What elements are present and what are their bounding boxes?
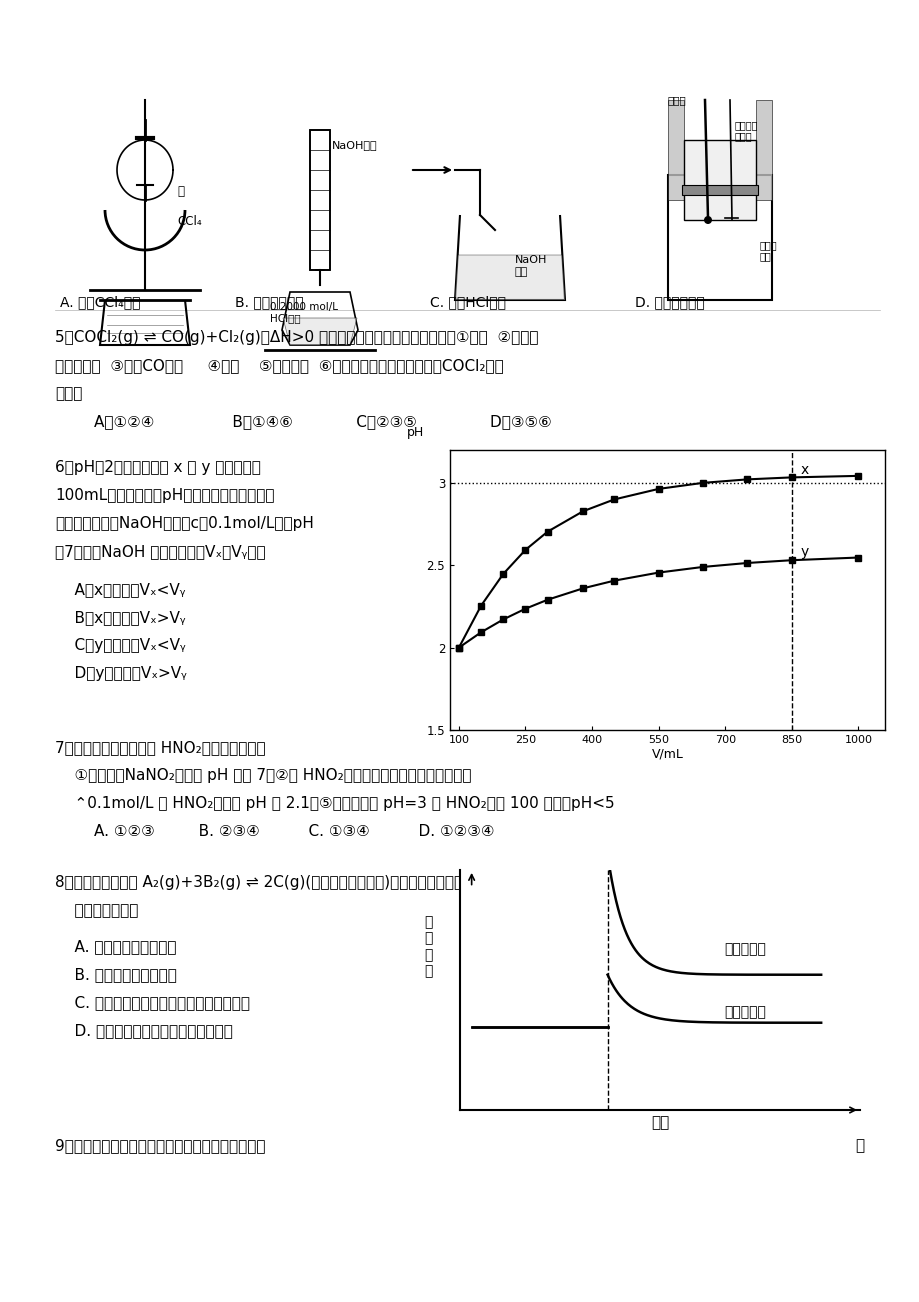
Text: 100mL，稀释过程中pH与溶液体积的关系如图: 100mL，稀释过程中pH与溶液体积的关系如图 <box>55 488 274 503</box>
Y-axis label: pH: pH <box>406 426 424 439</box>
Text: ⌃0.1mol/L 的 HNO₂溶液的 pH 为 2.1；⑤常温下，将 pH=3 的 HNO₂稀释 100 倍后，pH<5: ⌃0.1mol/L 的 HNO₂溶液的 pH 为 2.1；⑤常温下，将 pH=3… <box>55 796 614 811</box>
Text: A、x为弱酸，Vₓ<Vᵧ: A、x为弱酸，Vₓ<Vᵧ <box>55 582 186 598</box>
Bar <box>667 100 683 201</box>
Text: 5．COCl₂(g) ⇌ CO(g)+Cl₂(g)；ΔH>0 。当反应达到平衡时，下列措施：①升温  ②恒容通: 5．COCl₂(g) ⇌ CO(g)+Cl₂(g)；ΔH>0 。当反应达到平衡时… <box>55 329 538 345</box>
Text: x: x <box>800 464 808 478</box>
Text: 0.2000 mol/L
HCl溶液: 0.2000 mol/L HCl溶液 <box>269 302 337 324</box>
Text: 入惰性气体  ③增加CO浓度     ④减压    ⑤加催化剂  ⑥恒压通入惰性气体，能提高COCl₂转化: 入惰性气体 ③增加CO浓度 ④减压 ⑤加催化剂 ⑥恒压通入惰性气体，能提高COC… <box>55 358 504 372</box>
Text: D. 中和热的测定: D. 中和热的测定 <box>634 296 704 309</box>
Text: CCl₄: CCl₄ <box>176 215 201 228</box>
Text: A. 升高温度，同时加压: A. 升高温度，同时加压 <box>55 939 176 954</box>
Text: 8．右图是关于反应 A₂(g)+3B₂(g) ⇌ 2C(g)(正反应为放热反应)的平衡移动图象，影响平衡移: 8．右图是关于反应 A₂(g)+3B₂(g) ⇌ 2C(g)(正反应为放热反应)… <box>55 875 508 891</box>
Circle shape <box>703 216 711 224</box>
Text: ＝7，消耗NaOH 溶液的体积为Vₓ、Vᵧ，则: ＝7，消耗NaOH 溶液的体积为Vₓ、Vᵧ，则 <box>55 544 266 559</box>
Text: C、y为弱酸，Vₓ<Vᵧ: C、y为弱酸，Vₓ<Vᵧ <box>55 638 186 654</box>
Text: 水: 水 <box>176 185 184 198</box>
Bar <box>755 100 771 201</box>
Text: 率的是: 率的是 <box>55 385 83 401</box>
Text: 6．pH＝2的两种一元酸 x 和 y ，体积均为: 6．pH＝2的两种一元酸 x 和 y ，体积均为 <box>55 460 261 475</box>
Text: y: y <box>800 546 808 559</box>
Text: D、y为强酸，Vₓ>Vᵧ: D、y为强酸，Vₓ>Vᵧ <box>55 667 187 681</box>
Text: A、①②④                B、①④⑥             C、②③⑤               D、③⑤⑥: A、①②④ B、①④⑥ C、②③⑤ D、③⑤⑥ <box>55 414 551 428</box>
Text: C. 增大反应物浓度，同时减小生成物浓度: C. 增大反应物浓度，同时减小生成物浓度 <box>55 995 250 1010</box>
Y-axis label: 反
应
速
率: 反 应 速 率 <box>424 915 432 978</box>
Text: B. 酸碱中和滴定: B. 酸碱中和滴定 <box>234 296 303 309</box>
Text: 9．在给定的四种溶液中，加入以下各种离子，各离: 9．在给定的四种溶液中，加入以下各种离子，各离 <box>55 1138 266 1154</box>
Text: 温度计: 温度计 <box>667 95 686 105</box>
Polygon shape <box>455 255 564 299</box>
Text: NaOH
溶液: NaOH 溶液 <box>515 255 547 276</box>
Bar <box>683 141 755 220</box>
Polygon shape <box>283 318 357 345</box>
Bar <box>667 174 771 299</box>
Text: ①常温下，NaNO₂溶液的 pH 大于 7；②用 HNO₂溶液做导电性实验，灯泡很暗；: ①常温下，NaNO₂溶液的 pH 大于 7；②用 HNO₂溶液做导电性实验，灯泡… <box>55 768 471 783</box>
Text: 7．下列事实一定能说明 HNO₂是弱电解质的是: 7．下列事实一定能说明 HNO₂是弱电解质的是 <box>55 740 266 755</box>
Bar <box>310 130 330 270</box>
Text: B、x为强酸，Vₓ>Vᵧ: B、x为强酸，Vₓ>Vᵧ <box>55 611 186 625</box>
Bar <box>310 130 330 270</box>
Text: C. 吸收HCl尾气: C. 吸收HCl尾气 <box>429 296 505 309</box>
Text: A. ①②③         B. ②③④          C. ①③④          D. ①②③④: A. ①②③ B. ②③④ C. ①③④ D. ①②③④ <box>55 824 494 838</box>
Text: B. 降低温度，同时减压: B. 降低温度，同时减压 <box>55 967 176 982</box>
Text: A. 分离CCl₄和水: A. 分离CCl₄和水 <box>60 296 141 309</box>
Text: 子: 子 <box>854 1138 863 1154</box>
Text: NaOH溶液: NaOH溶液 <box>332 141 377 150</box>
Text: D. 增大反应物浓度，同时使用催化剂: D. 增大反应物浓度，同时使用催化剂 <box>55 1023 233 1038</box>
Text: 动的原因可能是: 动的原因可能是 <box>55 904 138 918</box>
Text: 碎泡沫
塑料: 碎泡沫 塑料 <box>759 240 777 262</box>
Text: 环形玻璃
据拌棒: 环形玻璃 据拌棒 <box>734 120 757 142</box>
Text: 正反应速率: 正反应速率 <box>723 941 766 956</box>
X-axis label: 时间: 时间 <box>650 1116 668 1130</box>
Bar <box>681 185 757 195</box>
Text: 逆反应速率: 逆反应速率 <box>723 1005 766 1019</box>
X-axis label: V/mL: V/mL <box>651 747 683 760</box>
Text: 所示。分别滴加NaOH溶液（c＝0.1mol/L）至pH: 所示。分别滴加NaOH溶液（c＝0.1mol/L）至pH <box>55 516 313 531</box>
